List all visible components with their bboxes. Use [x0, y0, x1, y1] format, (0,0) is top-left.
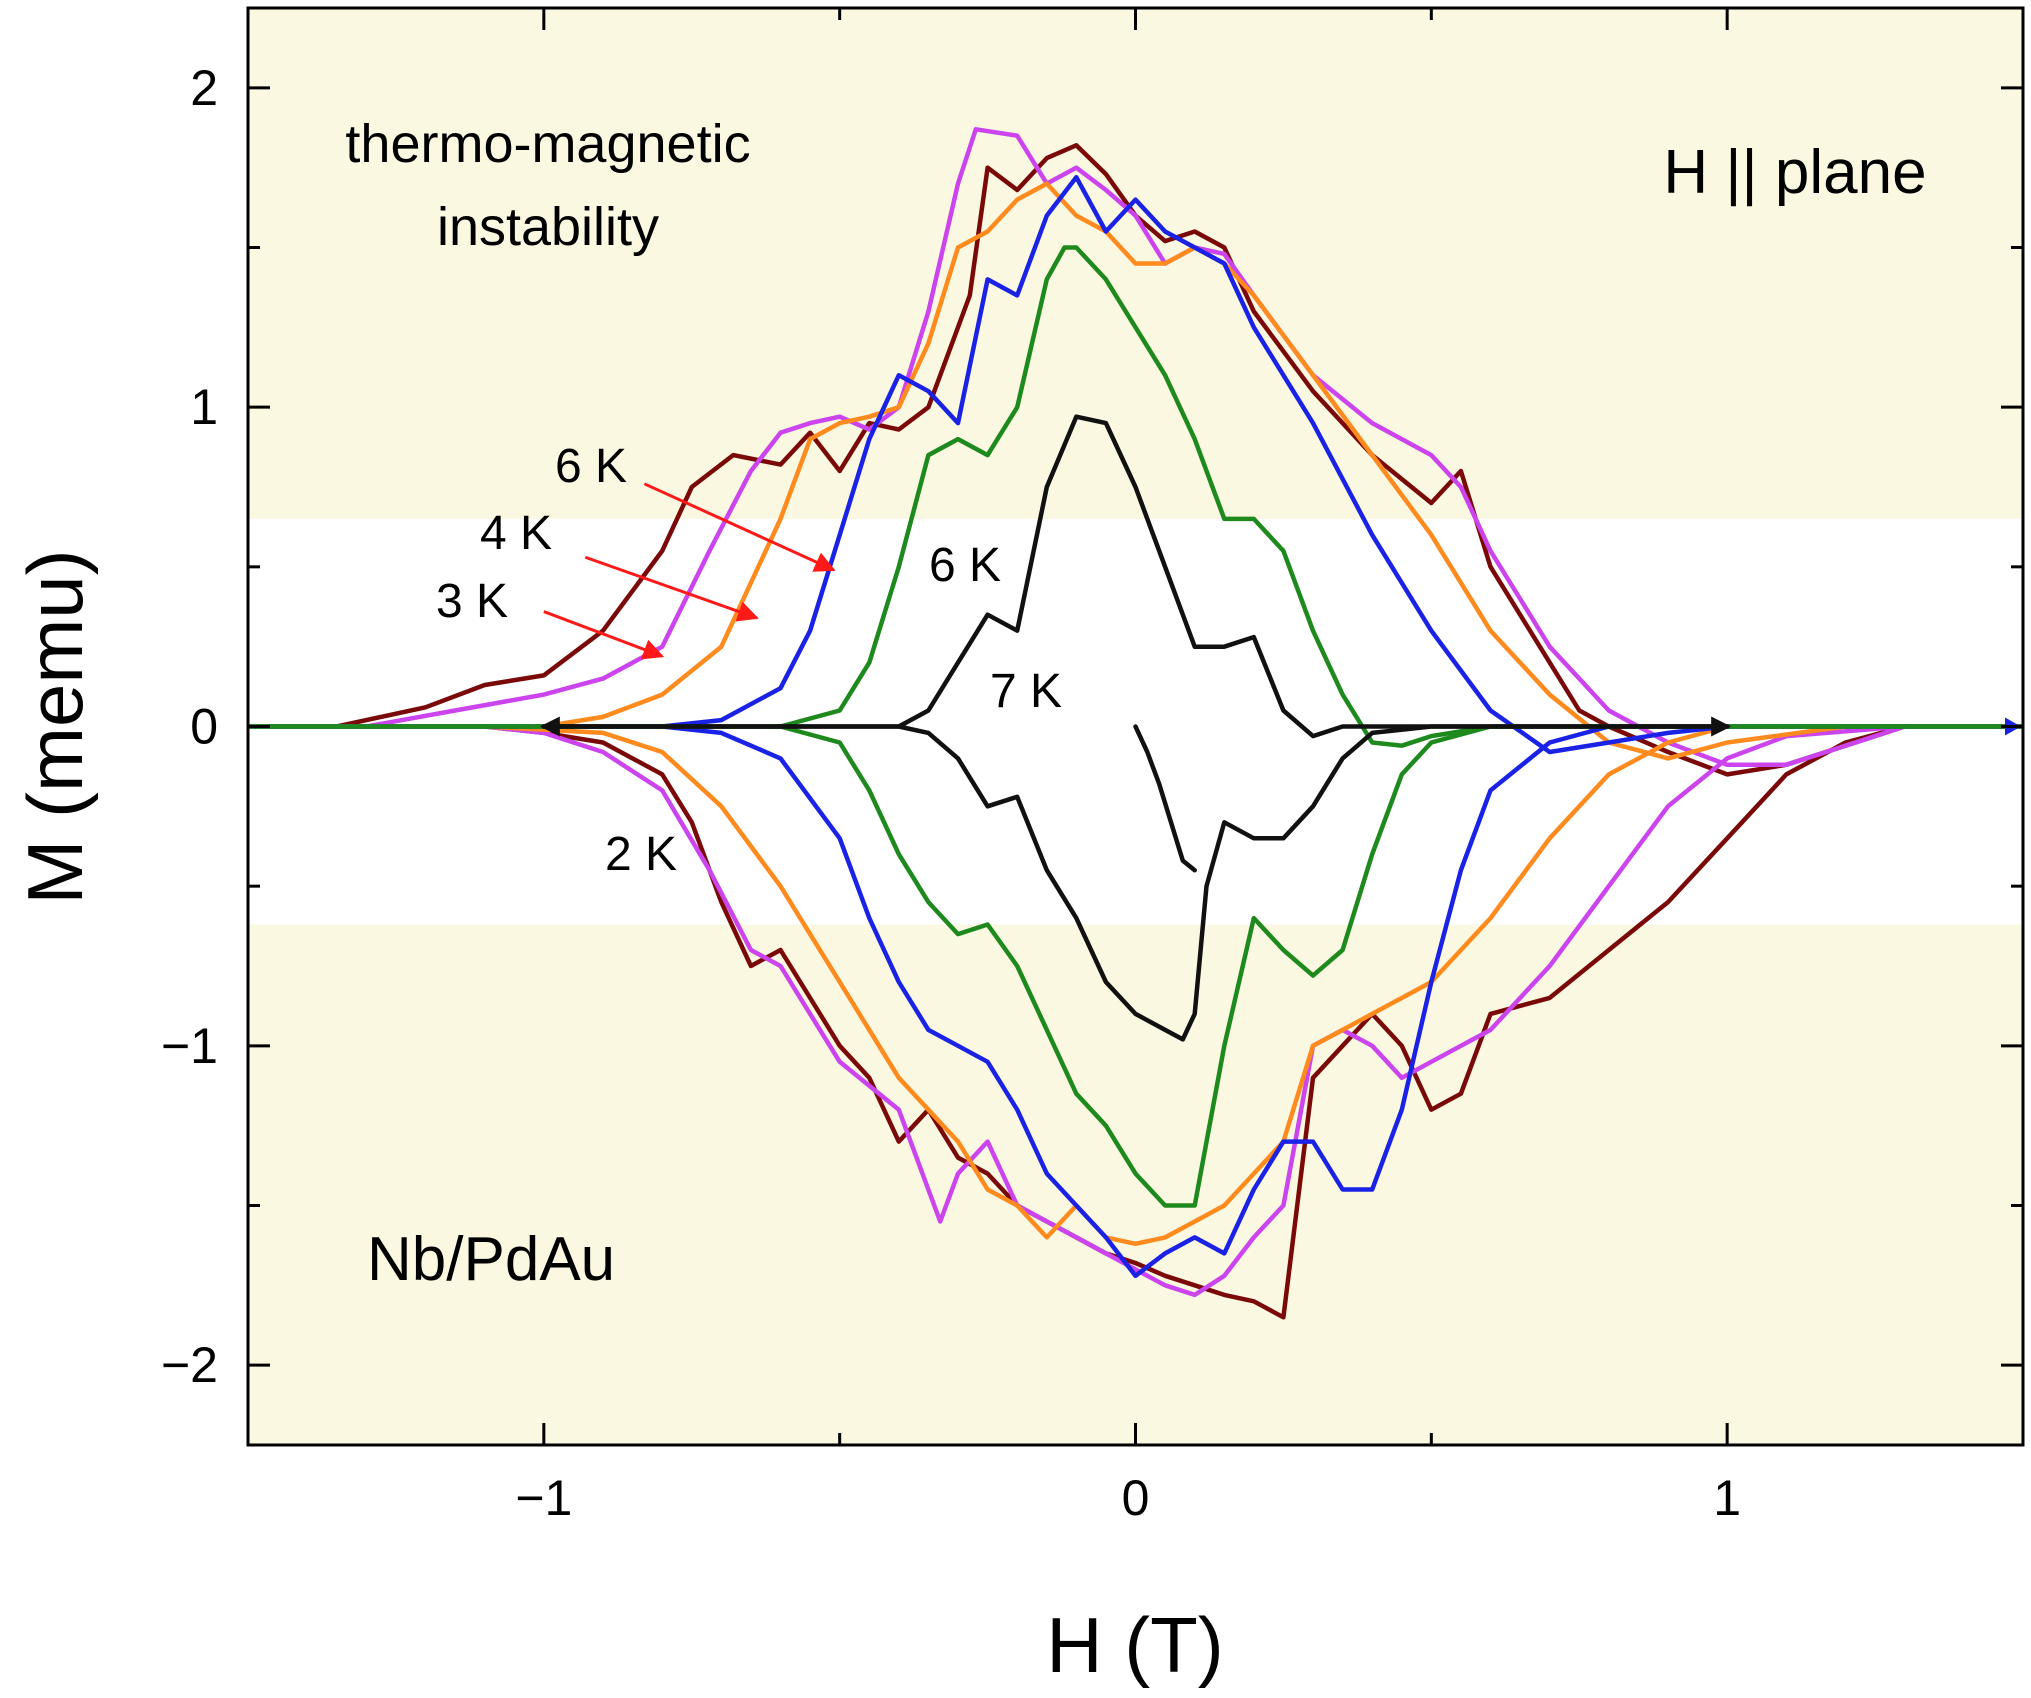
field-direction-label: H || plane	[1663, 138, 1926, 207]
curve-7k-lower	[541, 724, 1730, 1042]
series-label-5k: 6 K	[555, 440, 627, 493]
x-tick-label: 0	[1122, 1470, 1150, 1526]
annotation-arrows	[543, 482, 836, 660]
curve-7k-upper	[541, 414, 1730, 739]
instability-label-line2: instability	[437, 197, 659, 257]
stable-band	[248, 518, 2023, 925]
arrow-5k	[643, 482, 836, 572]
series-label-4k: 4 K	[480, 507, 552, 560]
y-tick-label: −1	[161, 1018, 218, 1074]
y-tick-label: 1	[190, 379, 218, 435]
y-tick-label: 2	[190, 60, 218, 116]
sample-label: Nb/PdAu	[367, 1225, 615, 1294]
series-label-3k: 3 K	[436, 575, 508, 628]
curve-4k-lower	[248, 724, 2023, 1247]
x-tick-label: 1	[1713, 1470, 1741, 1526]
y-tick-label: 0	[190, 699, 218, 755]
curve-5k-upper	[248, 174, 2023, 755]
series-label-7k: 7 K	[990, 665, 1062, 718]
curve-6k-upper	[248, 245, 2023, 748]
curve-7k-virgin	[1133, 724, 1197, 873]
y-axis-title: M (memu)	[11, 549, 99, 904]
x-axis-title: H (T)	[1046, 1601, 1224, 1689]
axis-ticks: −1 0 1 −2 −1 0 1 2	[161, 8, 2025, 1526]
series-label-2k: 2 K	[605, 828, 677, 881]
series-label-6k: 6 K	[929, 539, 1001, 592]
curve-5k-lower	[248, 724, 2023, 1279]
curve-end-marker-left	[539, 716, 560, 737]
curve-end-marker-right	[1711, 716, 1732, 737]
arrow-3k	[543, 610, 665, 660]
curve-3k-upper	[248, 127, 2023, 768]
y-tick-label: −2	[161, 1337, 218, 1393]
arrow-4k	[584, 555, 759, 622]
x-tick-label: −1	[515, 1470, 572, 1526]
curve-6k-lower	[248, 724, 2023, 1208]
curve-3k-lower	[248, 724, 2023, 1298]
instability-label-line1: thermo-magnetic	[345, 114, 750, 174]
